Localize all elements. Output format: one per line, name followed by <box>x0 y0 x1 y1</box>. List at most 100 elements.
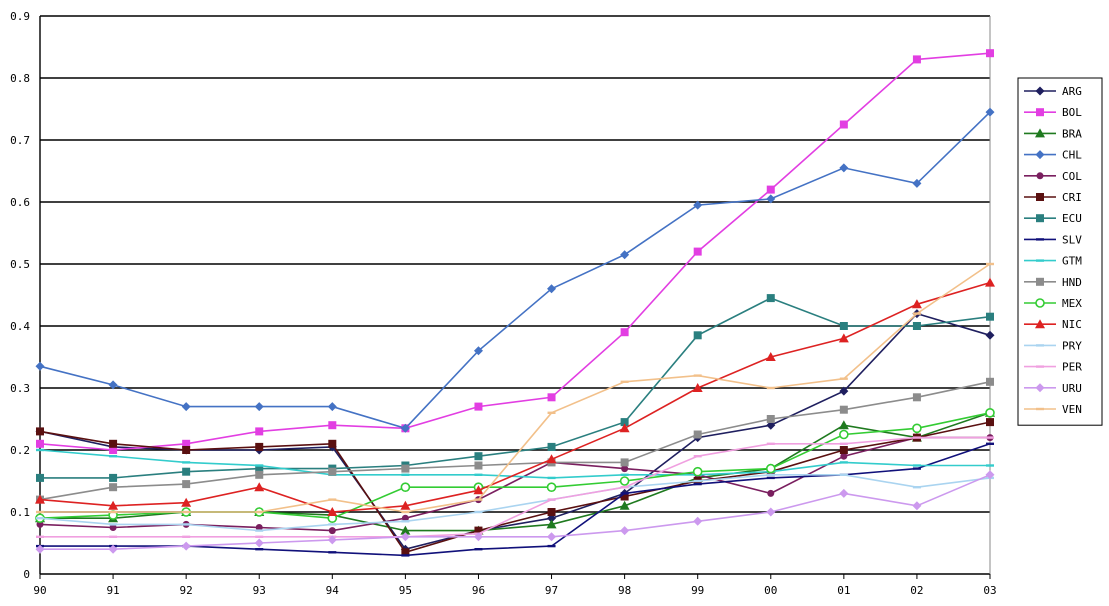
legend-swatch-marker <box>1035 319 1045 329</box>
data-point-ecu <box>474 452 483 461</box>
series-per <box>36 436 994 538</box>
data-point-cri <box>109 439 118 448</box>
legend-label: GTM <box>1062 255 1082 268</box>
data-point-cri <box>547 508 556 516</box>
x-tick-label: 00 <box>764 584 777 597</box>
legend-item-hnd: HND <box>1024 276 1082 289</box>
data-point-ecu <box>547 442 556 451</box>
data-point-ecu <box>255 464 264 473</box>
legend-swatch-marker <box>1035 86 1045 96</box>
series-line-nic <box>39 281 991 513</box>
x-tick-label: 98 <box>618 584 631 597</box>
y-tick-label: 0.1 <box>10 506 30 519</box>
legend-box <box>1017 77 1103 426</box>
legend-item-ecu: ECU <box>1024 212 1082 225</box>
data-point-mex <box>912 423 922 434</box>
data-point-cri <box>328 439 337 448</box>
legend-label: COL <box>1062 170 1082 183</box>
x-tick-label: 93 <box>253 584 266 597</box>
y-tick-label: 0.2 <box>10 444 30 457</box>
data-point-chl <box>327 402 337 412</box>
legend-item-gtm: GTM <box>1024 255 1082 268</box>
data-point-cri <box>620 492 629 501</box>
legend-item-bol: BOL <box>1024 106 1082 119</box>
legend-label: SLV <box>1062 233 1082 246</box>
legend-label: BRA <box>1062 127 1082 140</box>
data-point-ecu <box>912 322 921 330</box>
data-point-uru <box>327 535 337 545</box>
data-point-bol <box>766 185 775 194</box>
legend-item-arg: ARG <box>1024 85 1082 98</box>
series-nic <box>35 277 995 516</box>
data-point-col <box>401 514 409 522</box>
data-point-mex <box>692 466 703 477</box>
legend-swatch-marker <box>1035 383 1045 393</box>
y-tick-label: 0.8 <box>10 72 30 85</box>
data-point-hnd <box>401 464 410 473</box>
data-point-nic <box>765 352 776 361</box>
legend-label: NIC <box>1062 318 1082 331</box>
x-tick-label: 99 <box>691 584 704 597</box>
data-point-bol <box>547 393 556 402</box>
data-point-chl <box>766 194 776 204</box>
data-point-uru <box>108 544 118 554</box>
legend-item-slv: SLV <box>1024 233 1082 246</box>
data-point-ecu <box>766 294 775 303</box>
x-tick-label: 03 <box>983 584 996 597</box>
y-tick-label: 0 <box>23 568 30 581</box>
legend-item-cri: CRI <box>1024 191 1082 204</box>
series-line-ven <box>40 263 991 513</box>
series-uru <box>35 470 995 554</box>
data-point-bol <box>839 120 848 129</box>
series-line-gtm <box>39 449 990 479</box>
data-point-ecu <box>620 418 629 427</box>
data-point-bra <box>619 500 630 510</box>
data-point-hnd <box>839 405 848 414</box>
data-point-hnd <box>474 461 483 470</box>
data-point-nic <box>181 497 192 507</box>
legend-label: CRI <box>1062 191 1082 204</box>
data-point-chl <box>35 361 45 371</box>
data-point-col <box>255 524 263 531</box>
axes <box>39 16 991 575</box>
series-slv <box>36 442 994 557</box>
series-chl <box>35 107 995 433</box>
data-point-cri <box>255 442 264 451</box>
y-axis-ticks: 0 0.1 0.2 0.3 0.4 0.5 0.6 0.7 0.8 0.9 <box>10 10 30 581</box>
data-point-mex <box>985 407 995 418</box>
data-point-nic <box>619 423 630 433</box>
legend-item-pry: PRY <box>1024 339 1082 352</box>
legend-label: PRY <box>1062 339 1082 352</box>
data-point-nic <box>254 482 265 492</box>
x-tick-label: 90 <box>33 584 46 597</box>
legend-item-bra: BRA <box>1024 127 1082 140</box>
data-point-arg <box>839 386 849 396</box>
legend-label: PER <box>1062 361 1082 374</box>
data-point-bol <box>620 328 629 337</box>
legend-label: VEN <box>1062 403 1082 416</box>
data-point-hnd <box>620 458 629 467</box>
data-point-nic <box>400 500 411 510</box>
data-point-uru <box>547 532 557 542</box>
data-point-uru <box>912 501 922 511</box>
data-point-bol <box>912 55 921 64</box>
y-tick-label: 0.7 <box>10 134 30 147</box>
data-point-ecu <box>693 331 702 340</box>
x-tick-label: 96 <box>472 584 485 597</box>
legend-label: ECU <box>1062 212 1082 225</box>
series-line-bol <box>39 52 991 451</box>
x-tick-label: 94 <box>326 584 340 597</box>
data-point-chl <box>254 402 264 412</box>
data-point-cri <box>401 548 410 557</box>
data-point-mex <box>619 476 630 486</box>
data-point-ecu <box>182 467 191 476</box>
series-line-chl <box>39 111 991 430</box>
data-point-cri <box>839 446 848 454</box>
data-point-nic <box>838 333 849 343</box>
data-point-chl <box>620 250 630 260</box>
x-tick-label: 92 <box>180 584 193 597</box>
data-point-bol <box>109 446 118 454</box>
legend-item-ven: VEN <box>1024 403 1082 416</box>
legend-item-nic: NIC <box>1024 318 1082 331</box>
legend-item-col: COL <box>1024 170 1082 183</box>
